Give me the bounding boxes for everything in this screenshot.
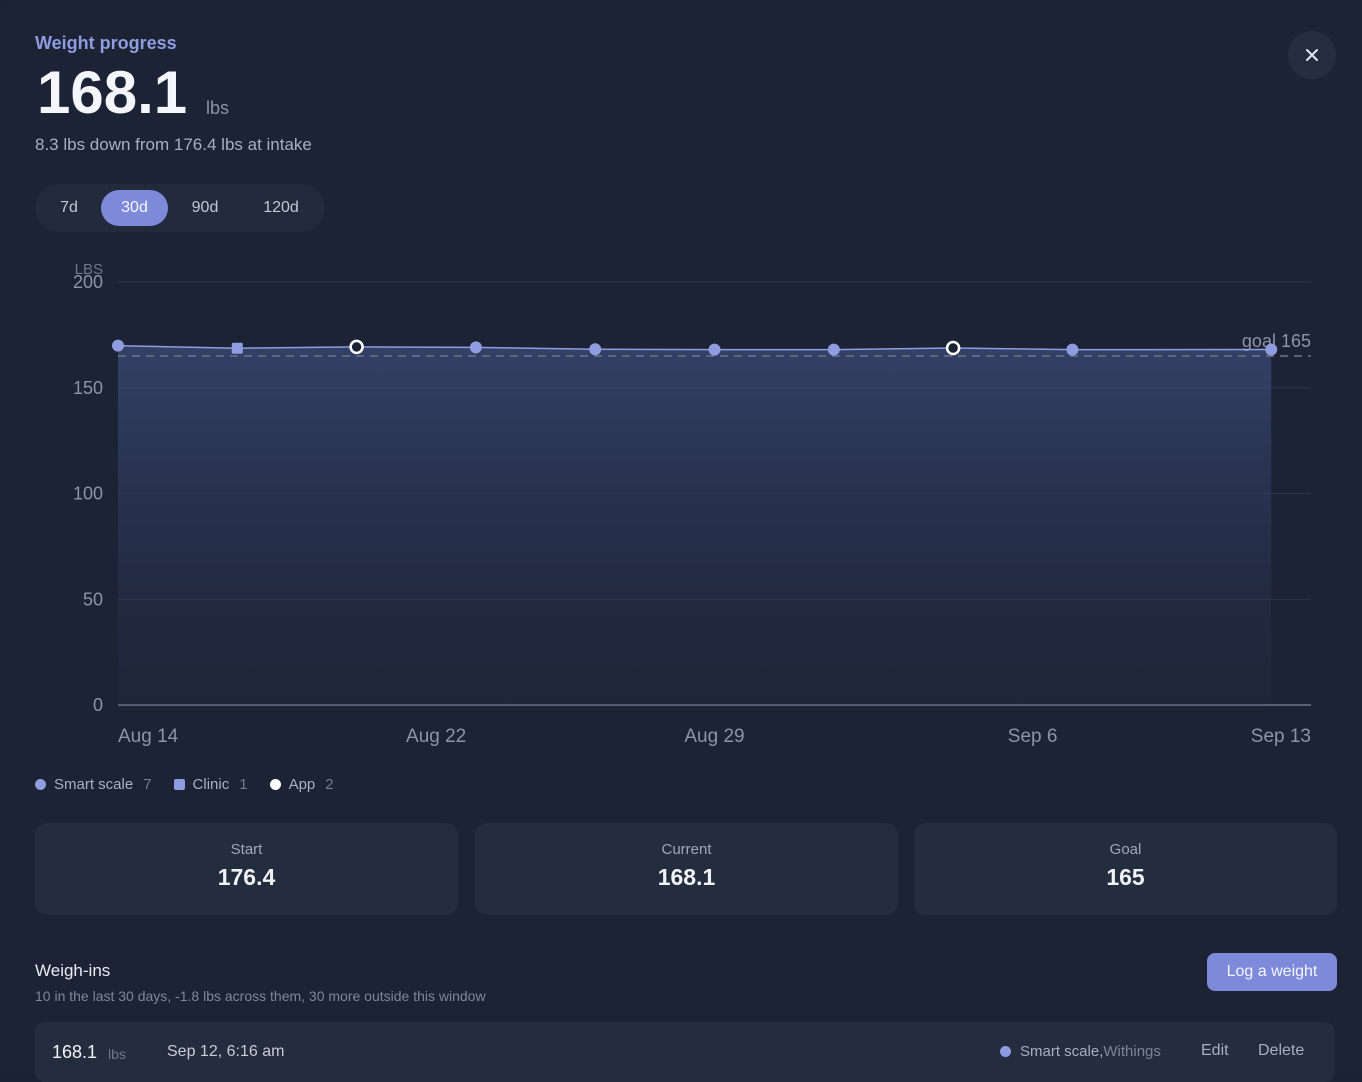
legend-count: 7	[143, 776, 152, 793]
legend-app: App 2	[269, 776, 334, 793]
legend-label: Smart scale	[54, 776, 134, 793]
x-tick-label: Aug 29	[684, 726, 744, 747]
close-icon	[1306, 49, 1318, 61]
smart-scale-point	[708, 343, 721, 356]
current-weight-value: 168.1	[37, 59, 188, 126]
edit-weighin-button[interactable]: Edit	[1201, 1042, 1229, 1059]
weighin-weight: 168.1	[52, 1042, 98, 1062]
weighins-subtitle: 10 in the last 30 days, -1.8 lbs across …	[35, 988, 486, 1004]
weight-line	[117, 344, 1272, 351]
panel-title: Weight progress	[35, 33, 177, 53]
y-tick-label: 50	[83, 589, 103, 609]
smart-scale-dot-icon	[35, 779, 46, 790]
chart-legend: Smart scale 7 Clinic 1 App 2	[35, 776, 334, 793]
legend-count: 1	[239, 776, 248, 793]
clinic-square-icon	[173, 779, 185, 790]
y-tick-label: 0	[93, 695, 103, 715]
weight-summary: 8.3 lbs down from 176.4 lbs at intake	[35, 135, 312, 154]
smart-scale-point	[827, 343, 840, 356]
range-30d[interactable]: 30d	[101, 190, 168, 226]
weighin-date: Sep 12, 6:16 am	[167, 1043, 285, 1060]
goal-label: goal 165	[1242, 331, 1311, 351]
delete-weighin-button[interactable]: Delete	[1258, 1042, 1305, 1059]
log-weight-button[interactable]: Log a weight	[1207, 953, 1337, 991]
range-7d[interactable]: 7d	[60, 199, 78, 216]
y-tick-label: 200	[73, 272, 103, 292]
weight-area	[118, 345, 1272, 705]
legend-count: 2	[325, 776, 334, 793]
legend-label: Clinic	[192, 776, 230, 793]
y-tick-label: 150	[73, 378, 103, 398]
x-tick-label: Aug 14	[118, 726, 179, 747]
y-tick-label: 100	[73, 484, 103, 504]
range-120d[interactable]: 120d	[263, 199, 299, 216]
app-point	[945, 340, 961, 356]
legend-label: App	[288, 776, 316, 793]
legend-clinic: Clinic 1	[173, 776, 248, 793]
weighin-unit: lbs	[108, 1046, 126, 1062]
weighin-source-label: Smart scale	[1020, 1043, 1100, 1060]
stat-goal: Goal 165	[914, 823, 1337, 915]
legend-smart-scale: Smart scale 7	[35, 776, 152, 793]
smart-scale-point	[469, 341, 482, 354]
weighins-title: Weigh-ins	[35, 961, 111, 980]
stat-value: 168.1	[657, 864, 716, 890]
close-button[interactable]	[1288, 31, 1336, 79]
stat-value: 176.4	[217, 864, 276, 890]
stat-label: Current	[661, 841, 712, 858]
smart-scale-point	[589, 343, 602, 356]
y-unit-label: LBS	[75, 261, 103, 278]
weighin-row: 168.1 lbs Sep 12, 6:16 am Smart scale,Wi…	[35, 1022, 1335, 1082]
clinic-point	[231, 342, 243, 354]
smart-scale-point	[112, 339, 124, 352]
weighin-source: Smart scale,Withings	[1000, 1043, 1161, 1060]
smart-scale-point	[1066, 343, 1079, 356]
x-tick-label: Sep 6	[1008, 726, 1058, 747]
stat-value: 165	[1106, 864, 1145, 890]
range-90d[interactable]: 90d	[191, 199, 219, 216]
stat-label: Start	[230, 841, 263, 858]
stat-start: Start 176.4	[35, 823, 458, 915]
x-tick-label: Aug 22	[406, 726, 466, 747]
stat-current: Current 168.1	[475, 823, 898, 915]
x-tick-label: Sep 13	[1251, 726, 1311, 747]
current-weight-unit: lbs	[206, 98, 230, 118]
range-selector: 7d 30d 90d 120d	[35, 184, 325, 232]
app-dot-icon	[269, 779, 281, 790]
smart-scale-point	[1265, 343, 1278, 356]
app-point	[349, 339, 364, 355]
smart-scale-dot-icon	[1000, 1046, 1011, 1057]
weighin-device: Withings	[1103, 1043, 1161, 1060]
stat-label: Goal	[1109, 841, 1142, 858]
